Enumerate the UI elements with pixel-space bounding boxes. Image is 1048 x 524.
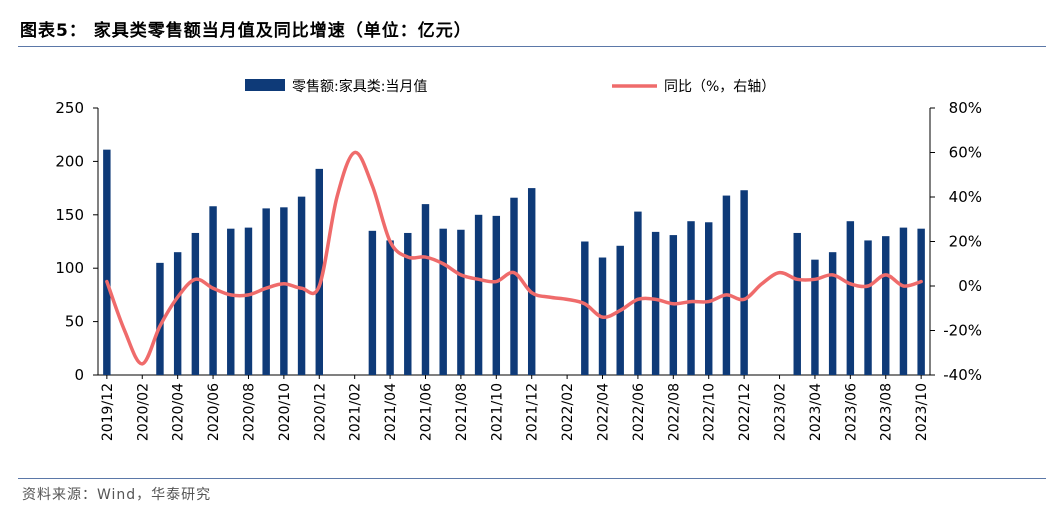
bar <box>315 168 323 375</box>
bar <box>687 221 695 375</box>
y-right-tick-label: 0% <box>958 277 982 295</box>
bar <box>527 188 536 375</box>
top-divider <box>18 46 1046 47</box>
bar <box>457 229 465 375</box>
bottom-divider <box>18 478 1046 479</box>
bar <box>846 221 855 375</box>
y-left-tick-label: 50 <box>65 313 84 331</box>
x-tick-label: 2022/06 <box>631 383 647 441</box>
yoy-line <box>105 150 923 366</box>
bar <box>917 228 925 375</box>
legend: 零售额:家具类:当月值 同比（%，右轴） <box>245 78 775 95</box>
bar-series <box>103 149 925 375</box>
x-tick-label: 2021/02 <box>348 383 364 441</box>
x-tick-label: 2022/12 <box>737 383 753 441</box>
bar <box>156 262 164 375</box>
x-tick-label: 2023/04 <box>808 383 824 441</box>
bar <box>864 240 872 375</box>
tick-labels: 2019/12 2020/02 2020/04 2020/06 2020/08 2020/… <box>100 375 930 441</box>
legend-bar-label: 零售额:家具类:当月值 <box>292 78 427 95</box>
bar <box>262 208 270 375</box>
x-tick-label: 2020/04 <box>171 383 187 441</box>
axes: 0 50 100 150 200 250 -40% -20% 0% 20% 40% 60% 80% <box>55 99 982 384</box>
y-left-tick-label: 0 <box>74 366 84 384</box>
bar <box>634 211 642 375</box>
bar <box>740 190 748 375</box>
bar <box>173 252 182 375</box>
bar <box>368 230 377 375</box>
bar <box>191 232 200 375</box>
x-tick-label: 2020/08 <box>241 383 257 441</box>
bar <box>227 228 235 375</box>
x-tick-label: 2022/10 <box>702 383 718 441</box>
y-right-tick-label: -20% <box>943 322 982 340</box>
y-right-tick-label: -40% <box>943 366 982 384</box>
bar <box>722 195 731 375</box>
x-tick-label: 2021/12 <box>525 383 541 441</box>
x-tick-label: 2022/04 <box>596 383 612 441</box>
bar <box>474 214 483 375</box>
x-tick-label: 2023/02 <box>773 383 789 441</box>
y-right-tick-label: 20% <box>949 233 982 251</box>
bar <box>828 252 837 375</box>
x-tick-label: 2023/08 <box>879 383 895 441</box>
x-tick-label: 2020/06 <box>206 383 222 441</box>
bar <box>651 231 660 375</box>
x-tick-label: 2019/12 <box>100 383 116 441</box>
y-right-tick-label: 40% <box>949 188 982 206</box>
bar <box>510 197 518 375</box>
x-tick-label: 2021/10 <box>489 383 505 441</box>
y-left-tick-label: 200 <box>55 152 84 170</box>
bar <box>581 241 589 375</box>
bar <box>297 196 306 375</box>
x-tick-label: 2023/06 <box>843 383 859 441</box>
bar <box>439 228 447 375</box>
x-tick-label: 2023/10 <box>914 383 930 441</box>
bar <box>899 227 908 375</box>
bar <box>793 232 801 375</box>
x-tick-label: 2020/02 <box>135 383 151 441</box>
chart: 零售额:家具类:当月值 同比（%，右轴） 0 50 100 150 200 250 -40%… <box>55 78 982 441</box>
bar <box>492 215 501 375</box>
bar <box>811 259 819 375</box>
bar <box>209 206 217 375</box>
source-note: 资料来源：Wind，华泰研究 <box>22 487 212 503</box>
y-left-tick-label: 150 <box>55 206 84 224</box>
bar <box>103 149 111 375</box>
x-tick-label: 2020/10 <box>277 383 293 441</box>
x-tick-label: 2021/04 <box>383 383 399 441</box>
y-right-tick-label: 60% <box>949 144 982 162</box>
line-series <box>105 150 923 366</box>
y-left-tick-label: 250 <box>55 99 84 117</box>
bar <box>386 240 394 375</box>
bar <box>404 232 412 375</box>
bar <box>280 207 288 375</box>
legend-line-label: 同比（%，右轴） <box>664 79 775 95</box>
y-left-tick-label: 100 <box>55 259 84 277</box>
y-right-tick-label: 80% <box>949 99 982 117</box>
x-tick-label: 2022/02 <box>560 383 576 441</box>
x-tick-label: 2021/06 <box>418 383 434 441</box>
bar <box>244 227 253 375</box>
bar <box>705 222 713 375</box>
x-tick-label: 2020/12 <box>312 383 328 441</box>
x-tick-label: 2021/08 <box>454 383 470 441</box>
chart-title: 图表5： 家具类零售额当月值及同比增速（单位：亿元） <box>20 21 472 41</box>
legend-bar-swatch <box>245 79 285 91</box>
x-tick-label: 2022/08 <box>666 383 682 441</box>
bar <box>421 204 430 375</box>
bar <box>882 236 890 375</box>
